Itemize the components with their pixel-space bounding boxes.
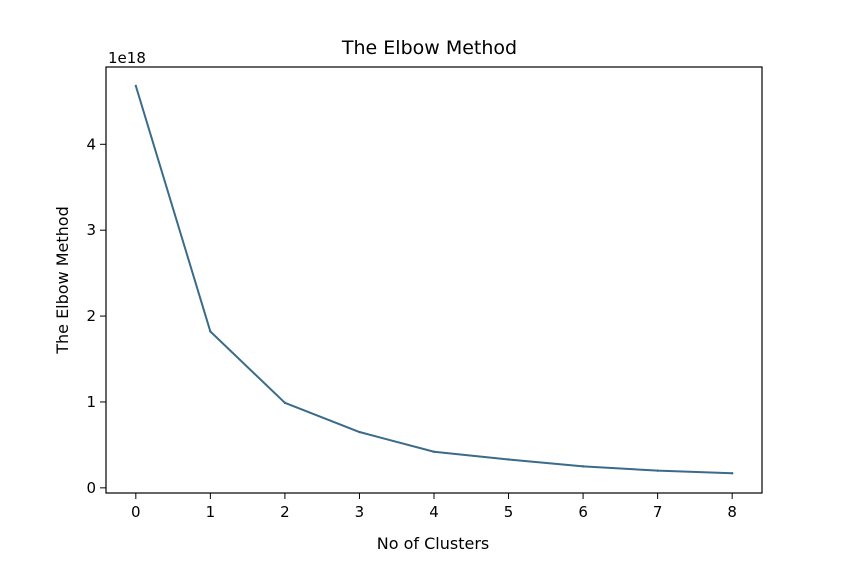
x-tick-label: 5 — [504, 503, 514, 521]
data-point — [358, 430, 361, 434]
data-point — [209, 330, 212, 333]
x-tick-label: 0 — [131, 503, 141, 521]
y-tick-label: 1 — [86, 393, 96, 411]
x-tick-label: 3 — [355, 503, 365, 521]
x-tick-label: 7 — [653, 503, 663, 521]
plot-frame — [105, 66, 763, 494]
series-line — [134, 85, 733, 475]
y-tick-label: 3 — [86, 221, 96, 239]
x-tick-label: 2 — [280, 503, 290, 521]
y-axis-offset-label: 1e18 — [108, 49, 146, 67]
data-point — [507, 458, 510, 461]
x-tick-label: 1 — [206, 503, 216, 521]
x-tick-label: 4 — [429, 503, 439, 521]
x-axis-label: No of Clusters — [377, 534, 489, 553]
data-point — [432, 450, 436, 453]
y-tick-label: 4 — [86, 135, 96, 153]
data-point — [581, 465, 585, 468]
plot-area: 0 1 2 3 4 5 6 7 8 0 1 2 3 4 — [86, 66, 763, 521]
x-tick-label: 6 — [578, 503, 588, 521]
x-tick-label: 8 — [727, 503, 737, 521]
data-point — [656, 469, 659, 472]
y-axis-label: The Elbow Method — [53, 206, 72, 355]
y-tick-label: 0 — [86, 479, 96, 497]
chart-title: The Elbow Method — [341, 37, 517, 59]
y-tick-label: 2 — [86, 307, 96, 325]
data-point — [134, 84, 138, 88]
data-point — [283, 401, 287, 405]
data-point — [730, 472, 734, 475]
